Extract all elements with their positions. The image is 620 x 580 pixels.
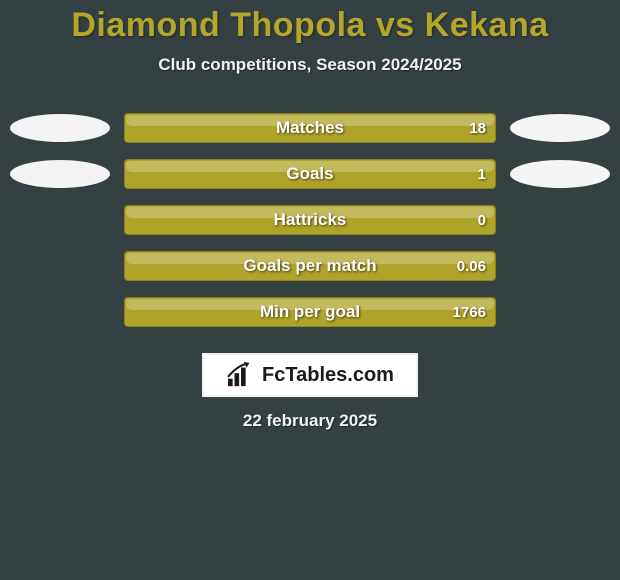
chart-row: Min per goal1766 [10,289,610,335]
bar-fill [124,251,496,281]
player-right-ellipse [510,160,610,188]
bar-track: Goals1 [124,159,496,189]
bar-fill [124,113,496,143]
player-left-ellipse [10,114,110,142]
bar-track: Matches18 [124,113,496,143]
player-left-ellipse [10,160,110,188]
player-left-ellipse [10,298,110,326]
player-right-ellipse [510,298,610,326]
source-logo-box: FcTables.com [202,353,418,397]
bar-track: Min per goal1766 [124,297,496,327]
source-logo-text: FcTables.com [262,364,394,387]
comparison-chart: Matches18 Goals1 Hattricks0 Goals per match… [0,105,620,335]
page-subtitle: Club competitions, Season 2024/2025 [0,55,620,75]
player-right-ellipse [510,206,610,234]
chart-row: Hattricks0 [10,197,610,243]
player-left-ellipse [10,206,110,234]
bar-fill [124,159,496,189]
chart-row: Goals1 [10,151,610,197]
chart-row: Goals per match0.06 [10,243,610,289]
bar-fill [124,297,496,327]
player-right-ellipse [510,114,610,142]
page-title: Diamond Thopola vs Kekana [0,0,620,45]
chart-row: Matches18 [10,105,610,151]
bar-fill [124,205,496,235]
date-line: 22 february 2025 [0,411,620,431]
bar-track: Goals per match0.06 [124,251,496,281]
player-right-ellipse [510,252,610,280]
bar-chart-icon [226,362,256,388]
bar-track: Hattricks0 [124,205,496,235]
player-left-ellipse [10,252,110,280]
